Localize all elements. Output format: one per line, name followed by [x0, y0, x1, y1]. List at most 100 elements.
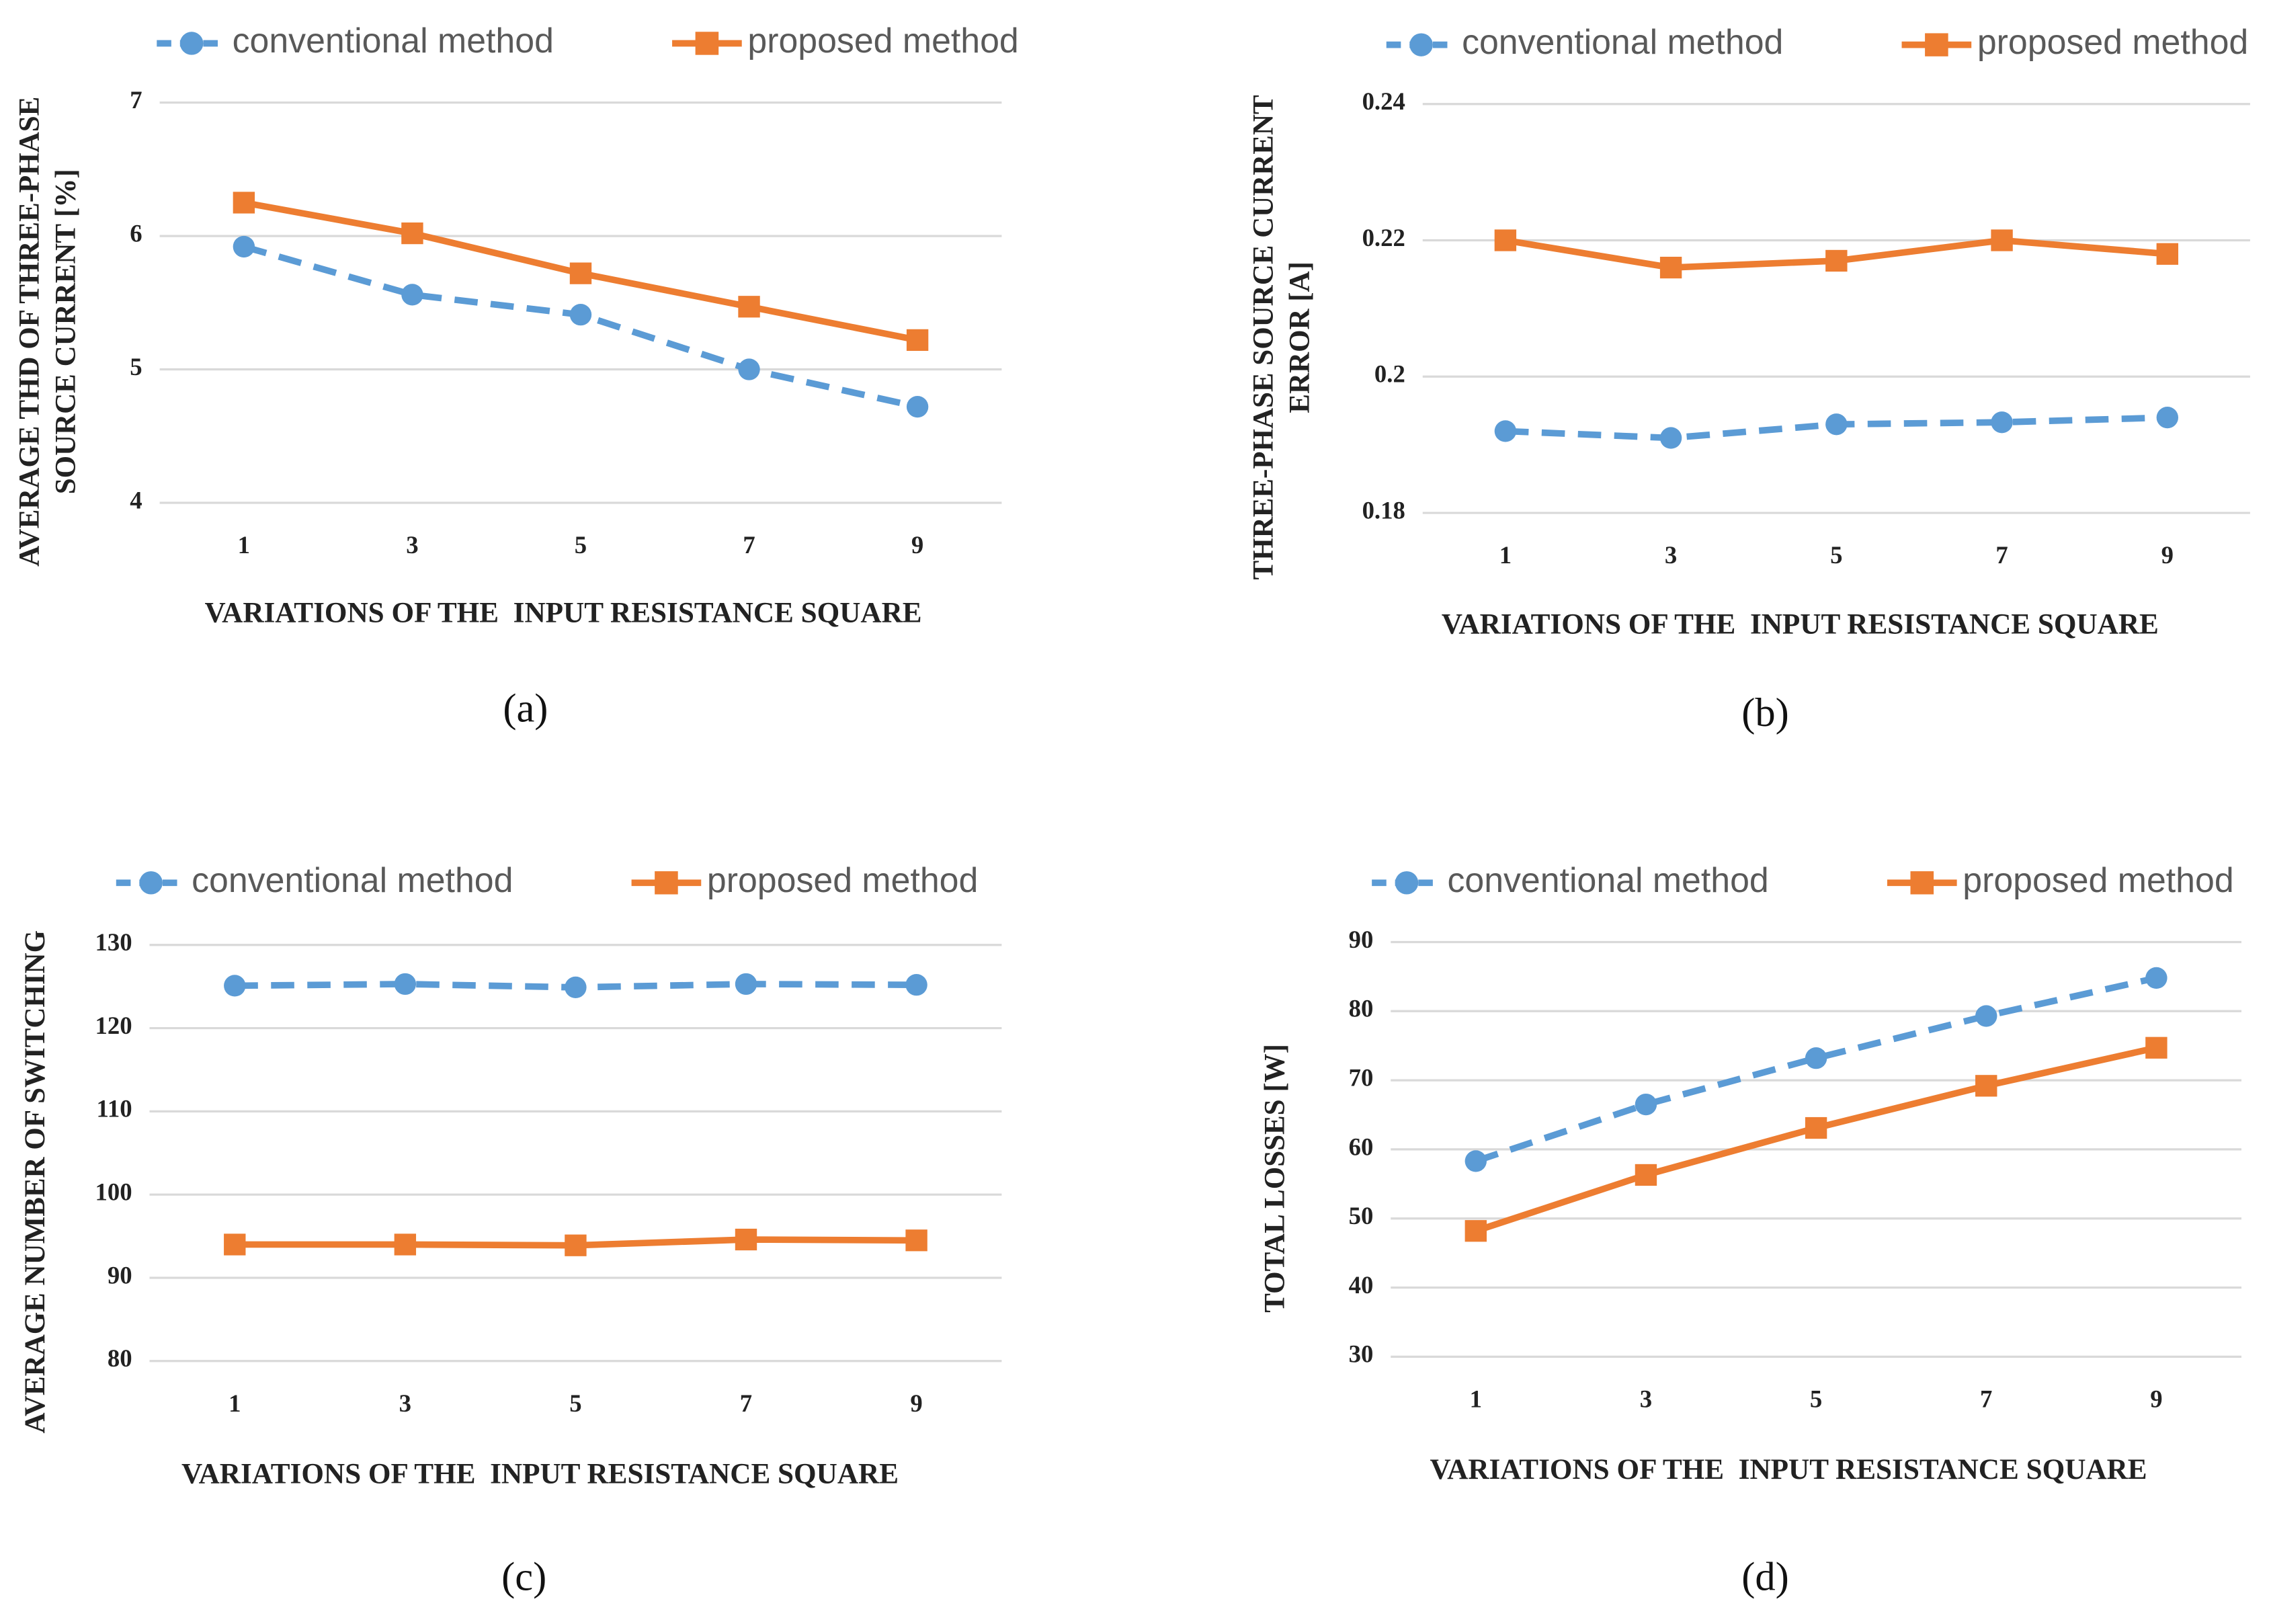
- marker: [569, 304, 592, 326]
- y-tick-label: 5: [130, 353, 142, 380]
- marker: [565, 976, 587, 999]
- caption: (c): [501, 1554, 546, 1599]
- legend-marker: [139, 871, 163, 895]
- marker: [906, 395, 929, 418]
- marker: [224, 975, 246, 997]
- y-tick-label: 60: [1349, 1133, 1374, 1160]
- marker: [401, 284, 423, 306]
- marker: [1825, 413, 1848, 436]
- marker: [394, 1233, 417, 1256]
- series-line: [1475, 975, 2157, 1164]
- legend-marker: [179, 32, 204, 55]
- marker: [401, 222, 423, 245]
- marker: [224, 1233, 246, 1256]
- x-tick-label: 3: [1665, 541, 1677, 569]
- legend-marker: [1925, 33, 1948, 56]
- y-axis-label: THREE-PHASE SOURCE CURRENT: [1247, 95, 1279, 579]
- legend-label: conventional method: [233, 21, 554, 60]
- marker: [738, 296, 760, 318]
- marker: [1975, 1005, 1997, 1027]
- y-axis-label: ERROR [A]: [1284, 261, 1315, 413]
- marker: [905, 1229, 927, 1252]
- marker: [1635, 1164, 1657, 1186]
- marker: [1494, 229, 1517, 251]
- marker: [1975, 1075, 1997, 1097]
- y-tick-label: 30: [1349, 1340, 1374, 1368]
- marker: [1805, 1047, 1827, 1069]
- marker: [1659, 427, 1682, 449]
- legend-label: proposed method: [747, 21, 1018, 60]
- y-axis-label: TOTAL LOSSES [W]: [1260, 1044, 1291, 1313]
- marker: [2156, 407, 2179, 429]
- y-axis-label: SOURCE CURRENT [%]: [50, 169, 81, 494]
- y-tick-label: 50: [1349, 1202, 1374, 1229]
- legend-label: conventional method: [1447, 860, 1768, 899]
- y-tick-label: 0.18: [1362, 497, 1405, 524]
- y-tick-label: 4: [130, 486, 142, 514]
- caption: (a): [503, 686, 548, 731]
- legend-marker: [1395, 871, 1419, 895]
- y-tick-label: 6: [130, 220, 142, 247]
- x-axis-label: VARIATIONS OF THE INPUT RESISTANCE SQUAR…: [1442, 609, 2159, 641]
- x-tick-label: 3: [406, 531, 418, 559]
- marker: [1464, 1220, 1487, 1242]
- marker: [1825, 249, 1848, 272]
- marker: [565, 1234, 587, 1256]
- x-tick-label: 9: [911, 531, 923, 559]
- marker: [569, 262, 592, 284]
- x-tick-label: 3: [399, 1389, 411, 1417]
- marker: [1991, 229, 2013, 251]
- marker: [2156, 243, 2179, 265]
- x-tick-label: 5: [569, 1389, 581, 1417]
- x-tick-label: 7: [740, 1389, 752, 1417]
- y-tick-label: 90: [108, 1261, 132, 1289]
- y-tick-label: 110: [97, 1095, 132, 1123]
- x-tick-label: 7: [743, 531, 755, 559]
- x-tick-label: 5: [1830, 541, 1842, 569]
- x-tick-label: 1: [229, 1389, 241, 1417]
- x-axis-label: VARIATIONS OF THE INPUT RESISTANCE SQUAR…: [181, 1459, 899, 1490]
- x-axis-label: VARIATIONS OF THE INPUT RESISTANCE SQUAR…: [205, 598, 922, 629]
- legend-label: conventional method: [1462, 22, 1783, 61]
- marker: [233, 192, 255, 214]
- y-axis-label: AVERAGE THD OF THREE-PHASE: [13, 97, 45, 567]
- marker: [738, 358, 760, 380]
- marker: [2145, 967, 2168, 989]
- marker: [1464, 1150, 1487, 1172]
- marker: [2145, 1037, 2168, 1059]
- x-tick-label: 3: [1640, 1385, 1652, 1412]
- legend-label: conventional method: [192, 860, 513, 899]
- marker: [1991, 411, 2013, 434]
- x-tick-label: 7: [1980, 1385, 1992, 1412]
- marker: [735, 973, 757, 996]
- y-tick-label: 0.24: [1362, 87, 1405, 115]
- y-tick-label: 90: [1349, 926, 1374, 953]
- marker: [735, 1228, 757, 1251]
- y-tick-label: 80: [108, 1344, 132, 1372]
- y-tick-label: 0.22: [1362, 224, 1405, 251]
- legend-marker: [695, 32, 719, 55]
- x-tick-label: 9: [2161, 541, 2174, 569]
- x-tick-label: 9: [910, 1389, 922, 1417]
- marker: [1659, 256, 1682, 279]
- x-tick-label: 1: [1499, 541, 1512, 569]
- x-tick-label: 5: [1810, 1385, 1822, 1412]
- legend-label: proposed method: [707, 860, 978, 899]
- marker: [906, 329, 929, 352]
- marker: [1805, 1116, 1827, 1139]
- marker: [233, 235, 255, 258]
- caption: (b): [1741, 690, 1789, 735]
- legend-label: proposed method: [1963, 860, 2233, 899]
- caption: (d): [1741, 1554, 1789, 1599]
- legend-marker: [655, 871, 678, 895]
- marker: [394, 973, 417, 996]
- x-tick-label: 1: [238, 531, 250, 559]
- y-tick-label: 100: [95, 1178, 132, 1206]
- x-axis-label: VARIATIONS OF THE INPUT RESISTANCE SQUAR…: [1430, 1454, 2147, 1486]
- marker: [1635, 1093, 1657, 1116]
- x-tick-label: 1: [1470, 1385, 1482, 1412]
- y-tick-label: 40: [1349, 1271, 1374, 1299]
- x-tick-label: 9: [2150, 1385, 2162, 1412]
